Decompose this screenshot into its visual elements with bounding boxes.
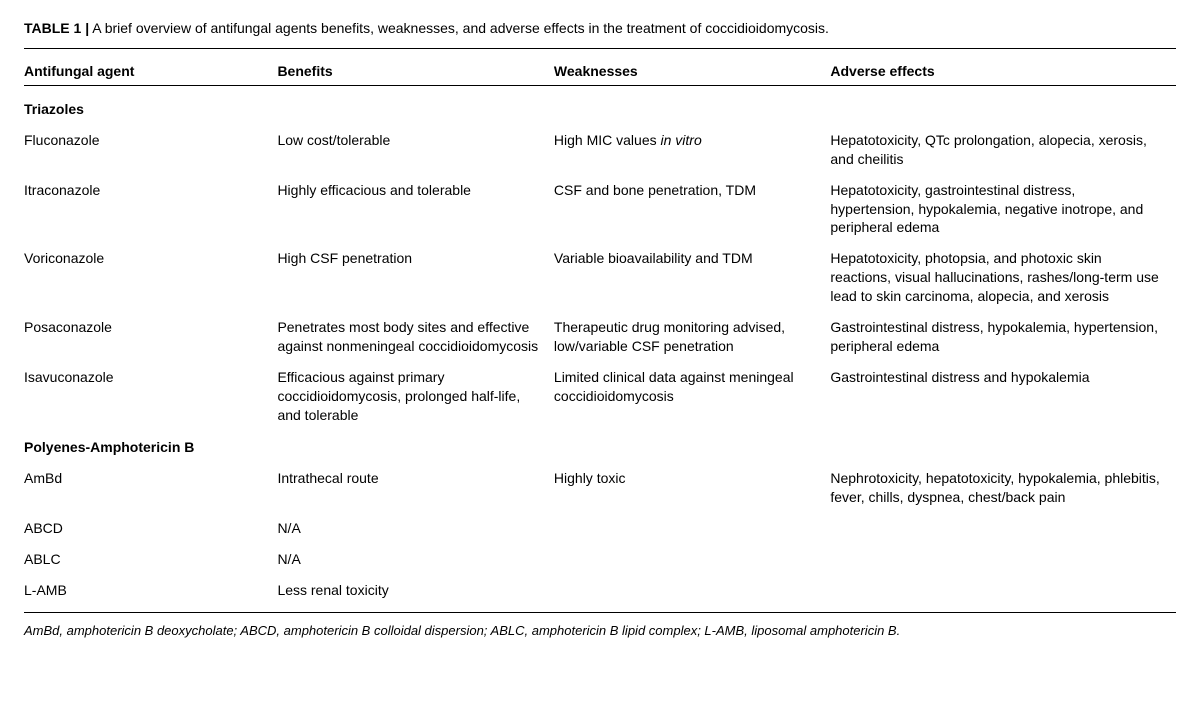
cell-benefits: Highly efficacious and tolerable	[277, 175, 553, 244]
cell-agent: Voriconazole	[24, 243, 277, 312]
table-caption: TABLE 1 | A brief overview of antifungal…	[24, 20, 1176, 36]
cell-weaknesses: Highly toxic	[554, 463, 830, 513]
table-row: ItraconazoleHighly efficacious and toler…	[24, 175, 1176, 244]
cell-adverse: Hepatotoxicity, photopsia, and photoxic …	[830, 243, 1176, 312]
antifungal-table: Antifungal agent Benefits Weaknesses Adv…	[24, 57, 1176, 606]
table-row: FluconazoleLow cost/tolerableHigh MIC va…	[24, 125, 1176, 175]
cell-benefits: Low cost/tolerable	[277, 125, 553, 175]
top-rule	[24, 48, 1176, 49]
bottom-rule	[24, 612, 1176, 613]
cell-weaknesses: Limited clinical data against meningeal …	[554, 362, 830, 431]
table-row: IsavuconazoleEfficacious against primary…	[24, 362, 1176, 431]
table-label: TABLE 1 |	[24, 20, 89, 36]
cell-benefits: Efficacious against primary coccidioidom…	[277, 362, 553, 431]
cell-weaknesses	[554, 575, 830, 606]
cell-agent: ABCD	[24, 513, 277, 544]
table-row: PosaconazolePenetrates most body sites a…	[24, 312, 1176, 362]
table-row: ABCDN/A	[24, 513, 1176, 544]
cell-benefits: High CSF penetration	[277, 243, 553, 312]
section-title: Triazoles	[24, 92, 1176, 125]
cell-weaknesses: CSF and bone penetration, TDM	[554, 175, 830, 244]
cell-benefits: N/A	[277, 544, 553, 575]
section-title: Polyenes-Amphotericin B	[24, 430, 1176, 463]
table-row: ABLCN/A	[24, 544, 1176, 575]
cell-agent: Itraconazole	[24, 175, 277, 244]
cell-agent: L-AMB	[24, 575, 277, 606]
section-header: Triazoles	[24, 92, 1176, 125]
table-row: VoriconazoleHigh CSF penetrationVariable…	[24, 243, 1176, 312]
cell-agent: Isavuconazole	[24, 362, 277, 431]
table-caption-text: A brief overview of antifungal agents be…	[92, 20, 829, 36]
cell-adverse: Hepatotoxicity, QTc prolongation, alopec…	[830, 125, 1176, 175]
cell-adverse	[830, 575, 1176, 606]
cell-weaknesses: High MIC values in vitro	[554, 125, 830, 175]
table-footnote: AmBd, amphotericin B deoxycholate; ABCD,…	[24, 623, 1176, 638]
cell-agent: ABLC	[24, 544, 277, 575]
cell-weaknesses: Variable bioavailability and TDM	[554, 243, 830, 312]
cell-benefits: Penetrates most body sites and effective…	[277, 312, 553, 362]
cell-weaknesses	[554, 513, 830, 544]
cell-agent: Fluconazole	[24, 125, 277, 175]
cell-adverse: Nephrotoxicity, hepatotoxicity, hypokale…	[830, 463, 1176, 513]
cell-benefits: N/A	[277, 513, 553, 544]
table-row: L-AMBLess renal toxicity	[24, 575, 1176, 606]
cell-adverse: Gastrointestinal distress, hypokalemia, …	[830, 312, 1176, 362]
col-header-weaknesses: Weaknesses	[554, 57, 830, 85]
cell-benefits: Intrathecal route	[277, 463, 553, 513]
col-header-adverse: Adverse effects	[830, 57, 1176, 85]
cell-agent: AmBd	[24, 463, 277, 513]
section-header: Polyenes-Amphotericin B	[24, 430, 1176, 463]
cell-benefits: Less renal toxicity	[277, 575, 553, 606]
cell-weaknesses: Therapeutic drug monitoring advised, low…	[554, 312, 830, 362]
table-row: AmBdIntrathecal routeHighly toxicNephrot…	[24, 463, 1176, 513]
cell-adverse	[830, 513, 1176, 544]
cell-adverse	[830, 544, 1176, 575]
cell-weaknesses	[554, 544, 830, 575]
cell-adverse: Gastrointestinal distress and hypokalemi…	[830, 362, 1176, 431]
table-header-row: Antifungal agent Benefits Weaknesses Adv…	[24, 57, 1176, 85]
cell-adverse: Hepatotoxicity, gastrointestinal distres…	[830, 175, 1176, 244]
cell-agent: Posaconazole	[24, 312, 277, 362]
col-header-agent: Antifungal agent	[24, 57, 277, 85]
col-header-benefits: Benefits	[277, 57, 553, 85]
